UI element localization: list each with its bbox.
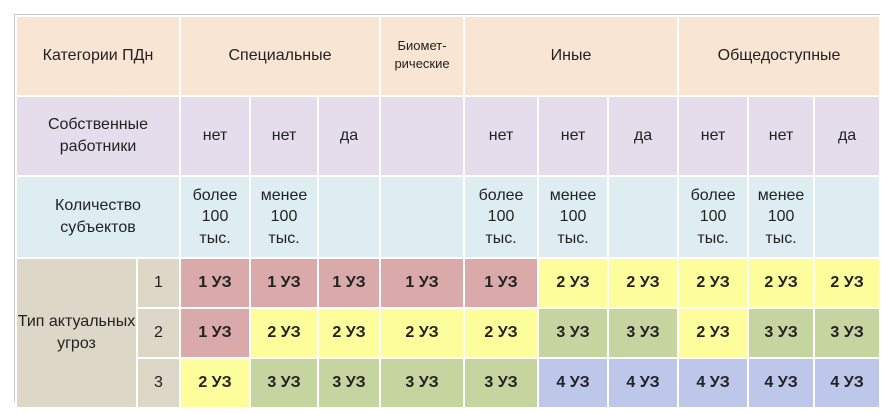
threat-level: 2 <box>136 307 181 359</box>
employees-value: да <box>837 127 857 145</box>
threat-label: Тип актуальных угроз <box>15 257 138 409</box>
subjects-cell: менее 100 тыс. <box>537 175 610 259</box>
subjects-cell <box>379 175 466 259</box>
protection-level: 2 УЗ <box>813 257 882 309</box>
subjects-value: менее 100 тыс. <box>549 186 597 247</box>
protection-level: 4 УЗ <box>677 357 750 409</box>
employees-value: нет <box>560 127 586 145</box>
employees-value: нет <box>700 127 726 145</box>
protection-level: 2 УЗ <box>747 257 816 309</box>
category-name: Общедоступные <box>717 47 841 65</box>
protection-level: 3 УЗ <box>813 307 882 359</box>
subjects-cell: менее 100 тыс. <box>747 175 816 259</box>
employees-cell: нет <box>747 95 816 177</box>
protection-level: 1 УЗ <box>179 307 251 359</box>
employees-value: нет <box>271 127 297 145</box>
subjects-cell: менее 100 тыс. <box>249 175 319 259</box>
category-header: Биомет-рические <box>379 15 466 97</box>
protection-level: 2 УЗ <box>179 357 251 409</box>
employees-value: нет <box>488 127 514 145</box>
protection-level: 4 УЗ <box>813 357 882 409</box>
table-body: Категории ПДн Специальные Биомет-рические И… <box>15 15 882 409</box>
subjects-value: более 100 тыс. <box>478 186 524 247</box>
protection-level: 4 УЗ <box>607 357 680 409</box>
subjects-cell: более 100 тыс. <box>179 175 251 259</box>
protection-level: 1 УЗ <box>316 257 382 309</box>
subjects-cell <box>607 175 680 259</box>
table-row: Категории ПДн Специальные Биомет-рические И… <box>15 15 882 97</box>
protection-table: Категории ПДн Специальные Биомет-рические И… <box>15 15 882 409</box>
subjects-value: более 100 тыс. <box>690 186 736 247</box>
employees-cell <box>379 95 466 177</box>
category-name: Специальные <box>228 47 332 65</box>
protection-level: 2 УЗ <box>537 257 610 309</box>
category-name: Иные <box>550 47 592 65</box>
employees-cell: нет <box>677 95 750 177</box>
subjects-value: более 100 тыс. <box>192 186 238 247</box>
protection-level: 4 УЗ <box>537 357 610 409</box>
protection-level: 3 УЗ <box>379 357 466 409</box>
table-row: Количество субъектов более 100 тыс. менее … <box>15 175 882 259</box>
subjects-cell <box>813 175 882 259</box>
protection-level: 3 УЗ <box>607 307 680 359</box>
category-header: Общедоступные <box>677 15 882 97</box>
threat-level: 1 <box>136 257 181 309</box>
protection-level: 3 УЗ <box>747 307 816 359</box>
protection-level: 3 УЗ <box>537 307 610 359</box>
subjects-value: менее 100 тыс. <box>757 186 805 247</box>
protection-level: 1 УЗ <box>463 257 540 309</box>
employees-value: нет <box>768 127 794 145</box>
category-header: Иные <box>463 15 680 97</box>
category-label: Категории ПДн <box>15 15 181 97</box>
employees-cell: нет <box>463 95 540 177</box>
protection-level: 2 УЗ <box>379 307 466 359</box>
table-frame: Категории ПДн Специальные Биомет-рические И… <box>14 14 882 409</box>
protection-level: 2 УЗ <box>316 307 382 359</box>
table-row: Собственные работники нет нет да нет нет да нет… <box>15 95 882 177</box>
protection-level: 1 УЗ <box>379 257 466 309</box>
protection-level: 2 УЗ <box>607 257 680 309</box>
employees-value: да <box>633 127 653 145</box>
employees-cell: да <box>813 95 882 177</box>
employees-cell: нет <box>249 95 319 177</box>
protection-level: 3 УЗ <box>316 357 382 409</box>
protection-level: 3 УЗ <box>249 357 319 409</box>
employees-value: да <box>339 127 359 145</box>
employees-value: нет <box>202 127 228 145</box>
protection-level: 1 УЗ <box>249 257 319 309</box>
employees-cell: нет <box>537 95 610 177</box>
protection-level: 4 УЗ <box>747 357 816 409</box>
subjects-cell: более 100 тыс. <box>677 175 750 259</box>
category-header: Специальные <box>178 15 382 97</box>
protection-level: 3 УЗ <box>463 357 540 409</box>
row-label: Количество субъектов <box>15 175 181 259</box>
protection-level: 2 УЗ <box>677 257 750 309</box>
category-name: Биомет-рические <box>394 38 450 71</box>
row-label: Собственные работники <box>15 95 181 177</box>
protection-level: 1 УЗ <box>179 257 251 309</box>
employees-cell: да <box>607 95 680 177</box>
subjects-value: менее 100 тыс. <box>260 186 308 247</box>
employees-cell: нет <box>179 95 251 177</box>
table-row: Тип актуальных угроз 1 1 УЗ 1 УЗ 1 УЗ 1 УЗ 1 У… <box>15 257 882 409</box>
protection-level: 2 УЗ <box>677 307 750 359</box>
threat-level: 3 <box>136 357 181 409</box>
protection-level: 2 УЗ <box>249 307 319 359</box>
employees-cell: да <box>316 95 382 177</box>
protection-level: 2 УЗ <box>463 307 540 359</box>
subjects-cell: более 100 тыс. <box>463 175 540 259</box>
subjects-cell <box>316 175 382 259</box>
